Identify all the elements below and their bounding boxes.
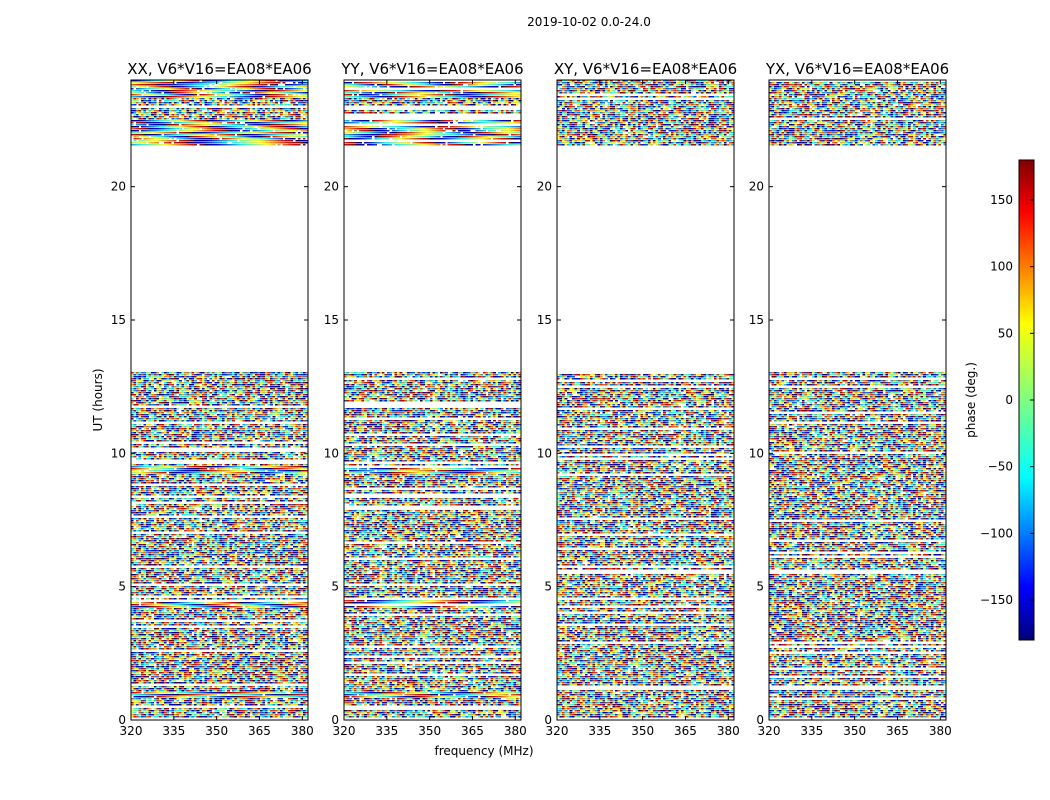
- x-tick-label: 380: [504, 724, 527, 738]
- x-axis-label: frequency (MHz): [434, 744, 533, 758]
- y-tick-label: 20: [749, 180, 764, 194]
- y-tick-label: 15: [749, 313, 764, 327]
- colorbar-tick-label: 100: [990, 260, 1013, 274]
- x-tick-label: 335: [162, 724, 185, 738]
- x-tick-label: 335: [375, 724, 398, 738]
- x-tick-label: 350: [631, 724, 654, 738]
- y-tick-label: 10: [749, 446, 764, 460]
- y-tick-label: 5: [331, 580, 339, 594]
- y-tick-label: 0: [331, 713, 339, 727]
- y-tick-label: 5: [756, 580, 764, 594]
- y-tick-label: 20: [111, 180, 126, 194]
- y-tick-label: 10: [537, 446, 552, 460]
- panel-title: XX, V6*V16=EA08*EA06: [127, 60, 311, 78]
- x-tick-label: 380: [291, 724, 314, 738]
- colorbar-tick-label: −50: [988, 460, 1013, 474]
- figure-suptitle: 2019-10-02 0.0-24.0: [527, 15, 651, 29]
- y-axis-label: UT (hours): [91, 368, 105, 431]
- y-tick-label: 15: [111, 313, 126, 327]
- colorbar-tick-label: −100: [980, 526, 1013, 540]
- y-tick-label: 5: [118, 580, 126, 594]
- y-tick-label: 15: [324, 313, 339, 327]
- colorbar: 150 100 50 0 −50 −100 −150 phase (deg.): [964, 160, 1034, 640]
- colorbar-tick-label: 150: [990, 193, 1013, 207]
- y-tick-label: 5: [544, 580, 552, 594]
- x-tick-label: 335: [588, 724, 611, 738]
- y-tick-label: 0: [544, 713, 552, 727]
- x-tick-label: 350: [205, 724, 228, 738]
- x-tick-label: 365: [248, 724, 271, 738]
- y-tick-label: 10: [111, 446, 126, 460]
- colorbar-tick-label: −150: [980, 593, 1013, 607]
- y-tick-label: 20: [537, 180, 552, 194]
- x-tick-label: 350: [843, 724, 866, 738]
- y-tick-label: 0: [118, 713, 126, 727]
- colorbar-label: phase (deg.): [964, 362, 978, 438]
- x-tick-label: 380: [717, 724, 740, 738]
- x-tick-label: 365: [674, 724, 697, 738]
- x-tick-label: 365: [886, 724, 909, 738]
- x-tick-label: 335: [800, 724, 823, 738]
- y-tick-label: 15: [537, 313, 552, 327]
- x-tick-label: 365: [461, 724, 484, 738]
- x-tick-label: 380: [929, 724, 952, 738]
- y-tick-label: 20: [324, 180, 339, 194]
- y-tick-label: 10: [324, 446, 339, 460]
- panel-title: YX, V6*V16=EA08*EA06: [765, 60, 949, 78]
- y-tick-label: 0: [756, 713, 764, 727]
- x-tick-label: 350: [418, 724, 441, 738]
- colorbar-tick-label: 50: [998, 326, 1013, 340]
- colorbar-tick-label: 0: [1005, 393, 1013, 407]
- panel-title: YY, V6*V16=EA08*EA06: [340, 60, 523, 78]
- panel-title: XY, V6*V16=EA08*EA06: [554, 60, 737, 78]
